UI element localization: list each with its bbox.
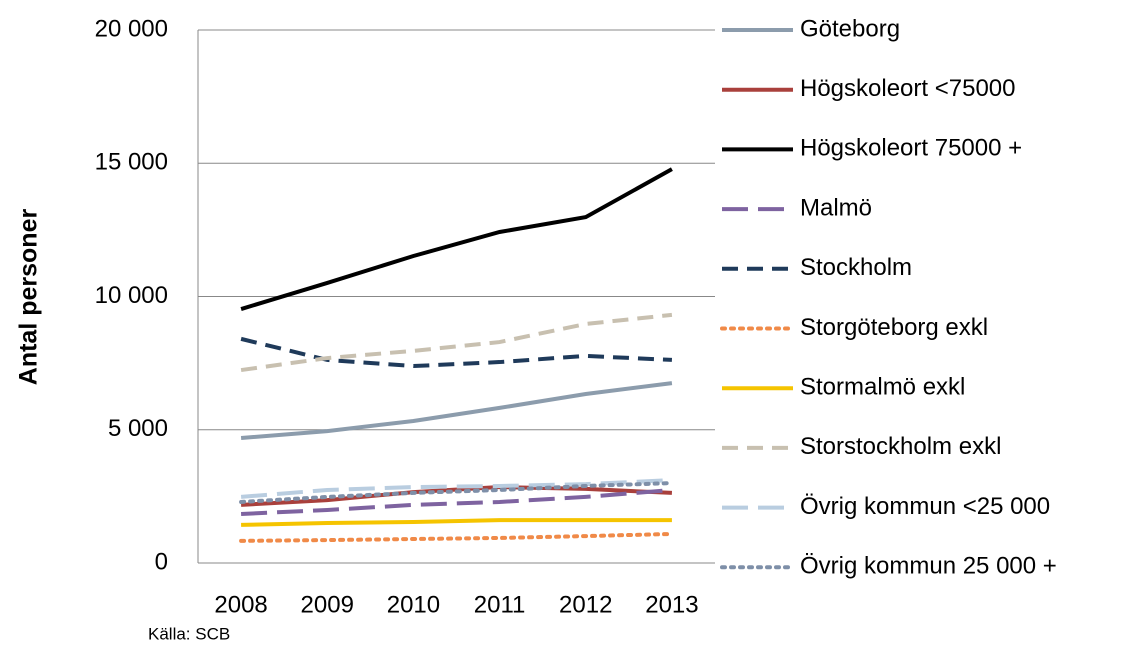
legend-label: Övrig kommun <25 000	[800, 493, 1050, 520]
series-line	[241, 518, 672, 527]
series-line	[240, 381, 673, 441]
legend-label: Övrig kommun 25 000 +	[800, 553, 1057, 580]
y-tick-label: 5 000	[108, 415, 168, 442]
series-line	[240, 478, 673, 499]
y-tick-label: 10 000	[95, 282, 168, 309]
series-line	[240, 167, 673, 311]
legend-label: Stormalmö exkl	[800, 374, 965, 401]
y-tick-label: 20 000	[95, 15, 168, 42]
x-tick-label: 2013	[645, 591, 698, 618]
legend-label: Stockholm	[800, 254, 912, 281]
x-tick-label: 2011	[474, 591, 526, 618]
legend-label: Högskoleort 75000 +	[800, 135, 1022, 162]
y-tick-label: 15 000	[95, 149, 168, 176]
legend-label: Göteborg	[800, 15, 900, 42]
legend-label: Högskoleort <75000	[800, 75, 1015, 102]
x-tick-label: 2012	[559, 591, 612, 618]
series-line	[239, 531, 674, 543]
x-tick-label: 2008	[214, 591, 267, 618]
x-tick-label: 2009	[301, 591, 354, 618]
legend-label: Storgöteborg exkl	[800, 314, 988, 341]
series-line	[240, 312, 673, 373]
y-axis-label: Antal personer	[15, 209, 43, 386]
y-tick-label: 0	[155, 548, 168, 575]
series-line	[240, 336, 673, 369]
source-note: Källa: SCB	[148, 624, 230, 643]
legend-label: Malmö	[800, 194, 872, 221]
legend-label: Storstockholm exkl	[800, 433, 1001, 460]
series-line	[239, 481, 674, 504]
x-tick-label: 2010	[387, 591, 440, 618]
